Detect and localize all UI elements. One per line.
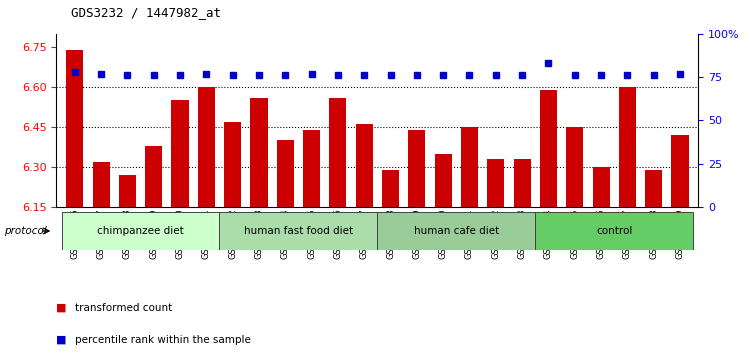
Text: ■: ■: [56, 335, 67, 345]
Bar: [614, 212, 641, 250]
Bar: [272, 212, 298, 250]
Bar: [330, 98, 346, 207]
Bar: [167, 212, 193, 250]
Bar: [671, 135, 689, 207]
Bar: [298, 212, 324, 250]
Bar: [404, 212, 430, 250]
Bar: [619, 87, 636, 207]
Bar: [378, 212, 404, 250]
Bar: [540, 90, 557, 207]
Bar: [457, 212, 483, 250]
Bar: [382, 170, 399, 207]
Bar: [224, 122, 241, 207]
Bar: [145, 146, 162, 207]
Bar: [535, 212, 562, 250]
Bar: [62, 212, 88, 250]
Text: human fast food diet: human fast food diet: [244, 226, 353, 236]
Bar: [667, 212, 693, 250]
Bar: [114, 212, 140, 250]
Bar: [566, 127, 584, 207]
Bar: [641, 212, 667, 250]
Bar: [198, 87, 215, 207]
Bar: [356, 124, 372, 207]
Bar: [140, 212, 167, 250]
Bar: [535, 212, 693, 250]
Bar: [351, 212, 378, 250]
Text: percentile rank within the sample: percentile rank within the sample: [75, 335, 251, 345]
Bar: [509, 212, 535, 250]
Bar: [593, 167, 610, 207]
Bar: [62, 212, 219, 250]
Bar: [588, 212, 614, 250]
Bar: [430, 212, 457, 250]
Bar: [487, 159, 505, 207]
Bar: [483, 212, 509, 250]
Bar: [303, 130, 320, 207]
Bar: [562, 212, 588, 250]
Bar: [409, 130, 425, 207]
Bar: [250, 98, 267, 207]
Bar: [219, 212, 378, 250]
Text: human cafe diet: human cafe diet: [414, 226, 499, 236]
Bar: [378, 212, 535, 250]
Text: GDS3232 / 1447982_at: GDS3232 / 1447982_at: [71, 6, 222, 19]
Bar: [276, 141, 294, 207]
Bar: [461, 127, 478, 207]
Bar: [88, 212, 114, 250]
Bar: [171, 100, 189, 207]
Bar: [246, 212, 272, 250]
Bar: [219, 212, 246, 250]
Bar: [324, 212, 351, 250]
Bar: [514, 159, 531, 207]
Bar: [119, 175, 136, 207]
Text: transformed count: transformed count: [75, 303, 172, 313]
Bar: [66, 50, 83, 207]
Text: ■: ■: [56, 303, 67, 313]
Text: control: control: [596, 226, 632, 236]
Text: protocol: protocol: [4, 226, 47, 236]
Bar: [645, 170, 662, 207]
Bar: [92, 162, 110, 207]
Bar: [435, 154, 451, 207]
Bar: [193, 212, 219, 250]
Text: chimpanzee diet: chimpanzee diet: [97, 226, 184, 236]
